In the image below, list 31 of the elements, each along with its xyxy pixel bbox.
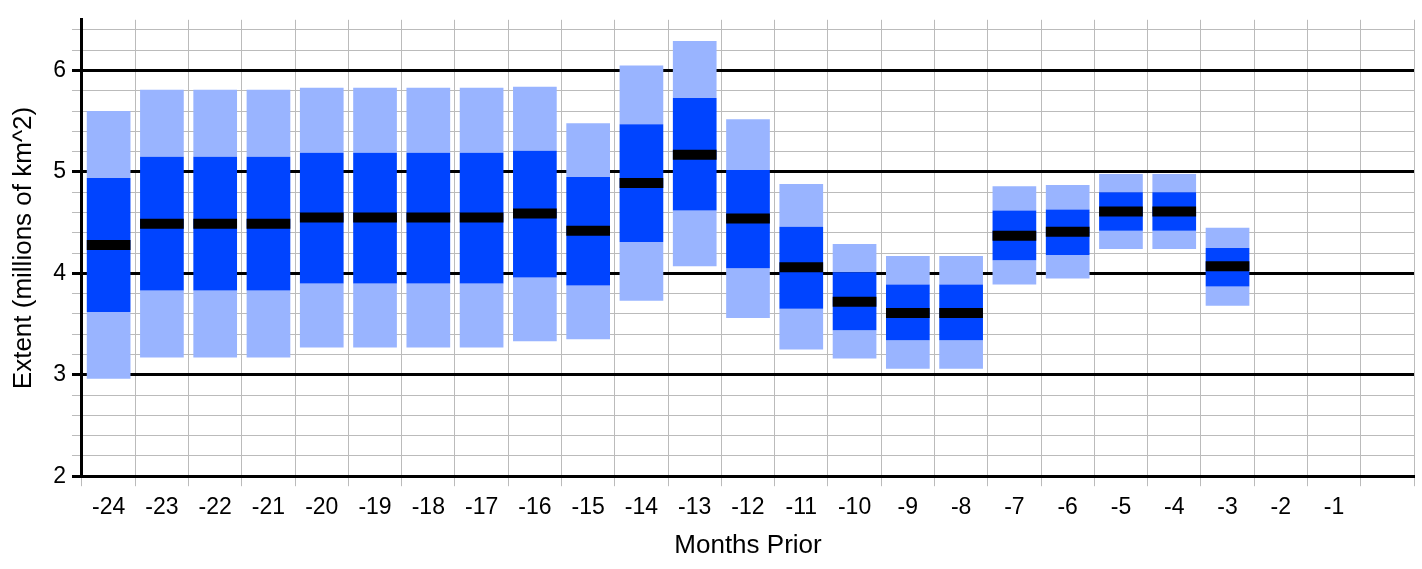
x-tick-label: -3 — [1217, 493, 1238, 520]
y-tick-label: 3 — [53, 360, 66, 387]
x-axis-title: Months Prior — [674, 528, 823, 559]
x-tick-label: -22 — [198, 493, 232, 520]
x-tick-label: -4 — [1164, 493, 1185, 520]
x-tick-label: -21 — [251, 493, 286, 520]
x-tick-label: -1 — [1323, 493, 1345, 520]
x-tick-label: -18 — [411, 493, 445, 520]
x-tick-label: -12 — [731, 493, 765, 520]
x-tick-label: -24 — [92, 493, 126, 520]
y-tick-label: 5 — [53, 157, 66, 184]
x-tick-label: -20 — [305, 493, 339, 520]
y-tick-label: 2 — [53, 461, 66, 488]
y-tick-label: 4 — [53, 258, 67, 285]
x-tick-label: -23 — [145, 493, 179, 520]
y-tick-label: 6 — [53, 55, 66, 82]
y-axis-title: Extent (millions of km^2) — [6, 106, 37, 390]
x-tick-label: -15 — [571, 493, 605, 520]
x-tick-label: -16 — [518, 493, 552, 520]
x-tick-label: -11 — [785, 493, 818, 520]
x-tick-label: -6 — [1057, 493, 1078, 520]
x-tick-label: -5 — [1110, 493, 1132, 520]
x-tick-label: -17 — [464, 493, 499, 520]
x-tick-label: -10 — [837, 493, 872, 520]
x-tick-label: -14 — [624, 493, 659, 520]
x-tick-label: -7 — [1004, 493, 1025, 520]
x-tick-label: -9 — [897, 493, 919, 520]
x-tick-label: -8 — [950, 493, 972, 520]
x-tick-label: -19 — [358, 493, 392, 520]
x-tick-label: -2 — [1270, 493, 1292, 520]
x-tick-label: -13 — [678, 493, 712, 520]
